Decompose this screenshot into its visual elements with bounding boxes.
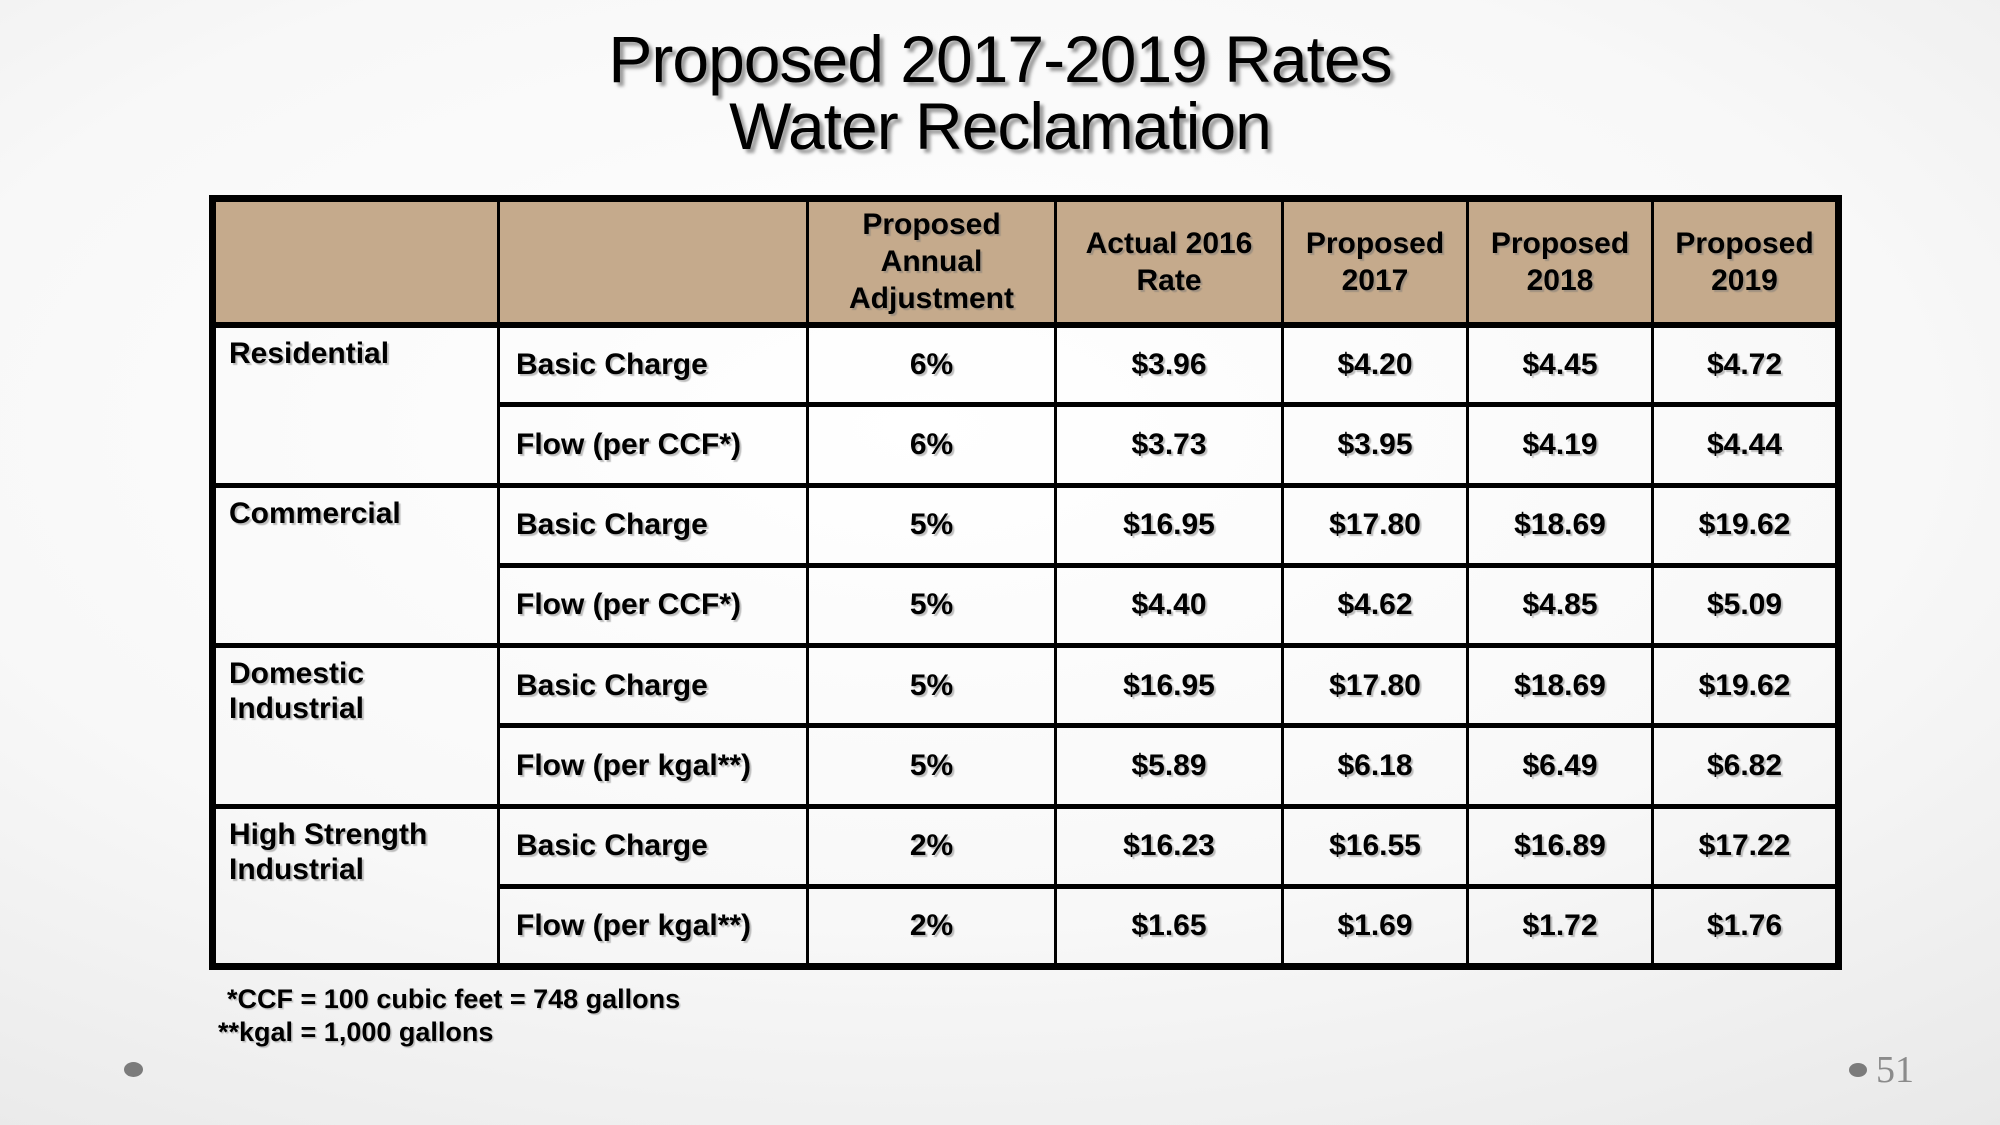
- header-proposed-annual-adjustment: Proposed Annual Adjustment: [806, 197, 1057, 328]
- proposed-2018-value: $1.72: [1466, 883, 1654, 970]
- adjustment-value: 5%: [806, 642, 1057, 729]
- proposed-2017-value: $16.55: [1281, 803, 1469, 889]
- header-proposed-2018: Proposed 2018: [1466, 197, 1654, 328]
- table-row: Flow (per CCF*) 6% $3.73 $3.95 $4.19 $4.…: [213, 402, 1840, 488]
- slide-title: Proposed 2017-2019 Rates Water Reclamati…: [0, 26, 2000, 160]
- charge-label: Basic Charge: [497, 482, 809, 568]
- adjustment-value: 5%: [806, 723, 1057, 809]
- actual-2016-value: $1.65: [1054, 883, 1284, 970]
- proposed-2018-value: $18.69: [1466, 642, 1654, 729]
- rates-table: Proposed Annual Adjustment Actual 2016 R…: [209, 195, 1842, 970]
- header-actual-2016-rate: Actual 2016 Rate: [1054, 197, 1284, 328]
- adjustment-value: 6%: [806, 321, 1057, 408]
- category-domestic-industrial: Domestic Industrial: [211, 643, 500, 809]
- proposed-2019-value: $17.22: [1651, 803, 1840, 889]
- adjustment-value: 2%: [806, 803, 1057, 889]
- proposed-2017-value: $4.62: [1281, 562, 1469, 649]
- category-residential: Residential: [211, 322, 500, 488]
- proposed-2017-value: $6.18: [1281, 723, 1469, 809]
- adjustment-value: 5%: [806, 482, 1057, 568]
- actual-2016-value: $3.96: [1054, 321, 1284, 408]
- header-proposed-2017: Proposed 2017: [1281, 197, 1469, 328]
- proposed-2019-value: $19.62: [1651, 482, 1840, 568]
- adjustment-value: 5%: [806, 562, 1057, 649]
- proposed-2017-value: $17.80: [1281, 642, 1469, 729]
- page-number: 51: [1876, 1049, 1914, 1091]
- table-row: Residential Basic Charge 6% $3.96 $4.20 …: [211, 321, 1840, 488]
- proposed-2019-value: $6.82: [1651, 723, 1840, 809]
- proposed-2019-value: $19.62: [1651, 642, 1840, 729]
- table-row: Flow (per kgal**) 2% $1.65 $1.69 $1.72 $…: [213, 883, 1840, 970]
- proposed-2017-value: $4.20: [1281, 321, 1469, 408]
- actual-2016-value: $5.89: [1054, 723, 1284, 809]
- proposed-2019-value: $4.44: [1651, 402, 1840, 488]
- bullet-dot-left: [124, 1062, 143, 1077]
- actual-2016-value: $3.73: [1054, 402, 1284, 488]
- charge-label: Basic Charge: [497, 642, 809, 729]
- proposed-2018-value: $4.85: [1466, 562, 1654, 649]
- actual-2016-value: $16.23: [1054, 803, 1284, 889]
- header-proposed-2019: Proposed 2019: [1651, 197, 1840, 328]
- category-high-strength-industrial: High Strength Industrial: [211, 803, 500, 969]
- charge-label: Flow (per kgal**): [497, 883, 809, 970]
- charge-label: Flow (per CCF*): [497, 562, 809, 649]
- table-row: Flow (per kgal**) 5% $5.89 $6.18 $6.49 $…: [213, 723, 1840, 809]
- header-charge-blank: [497, 197, 809, 328]
- header-row: Proposed Annual Adjustment Actual 2016 R…: [211, 197, 1840, 328]
- charge-label: Basic Charge: [497, 321, 809, 408]
- charge-label: Basic Charge: [497, 803, 809, 889]
- footnotes: *CCF = 100 cubic feet = 748 gallons **kg…: [218, 983, 680, 1049]
- actual-2016-value: $16.95: [1054, 642, 1284, 729]
- slide-title-line1: Proposed 2017-2019 Rates: [608, 22, 1392, 96]
- proposed-2017-value: $17.80: [1281, 482, 1469, 568]
- table-row: Domestic Industrial Basic Charge 5% $16.…: [211, 642, 1840, 809]
- footnote-ccf: *CCF = 100 cubic feet = 748 gallons: [227, 984, 681, 1014]
- proposed-2018-value: $6.49: [1466, 723, 1654, 809]
- adjustment-value: 6%: [806, 402, 1057, 488]
- charge-label: Flow (per kgal**): [497, 723, 809, 809]
- slide-title-line2: Water Reclamation: [729, 89, 1272, 163]
- proposed-2018-value: $16.89: [1466, 803, 1654, 889]
- proposed-2018-value: $18.69: [1466, 482, 1654, 568]
- proposed-2018-value: $4.19: [1466, 402, 1654, 488]
- proposed-2018-value: $4.45: [1466, 321, 1654, 408]
- proposed-2019-value: $1.76: [1651, 883, 1840, 970]
- page-number-group: 51: [1849, 1048, 1914, 1092]
- actual-2016-value: $4.40: [1054, 562, 1284, 649]
- table-row: Commercial Basic Charge 5% $16.95 $17.80…: [211, 482, 1840, 648]
- actual-2016-value: $16.95: [1054, 482, 1284, 568]
- table-row: Flow (per CCF*) 5% $4.40 $4.62 $4.85 $5.…: [213, 562, 1840, 649]
- header-category-blank: [211, 197, 500, 328]
- proposed-2017-value: $3.95: [1281, 402, 1469, 488]
- proposed-2019-value: $4.72: [1651, 321, 1840, 408]
- footnote-kgal: **kgal = 1,000 gallons: [218, 1017, 494, 1047]
- proposed-2019-value: $5.09: [1651, 562, 1840, 649]
- proposed-2017-value: $1.69: [1281, 883, 1469, 970]
- adjustment-value: 2%: [806, 883, 1057, 970]
- category-commercial: Commercial: [211, 482, 500, 648]
- charge-label: Flow (per CCF*): [497, 402, 809, 488]
- bullet-dot-right: [1849, 1063, 1867, 1077]
- table-row: High Strength Industrial Basic Charge 2%…: [211, 803, 1840, 969]
